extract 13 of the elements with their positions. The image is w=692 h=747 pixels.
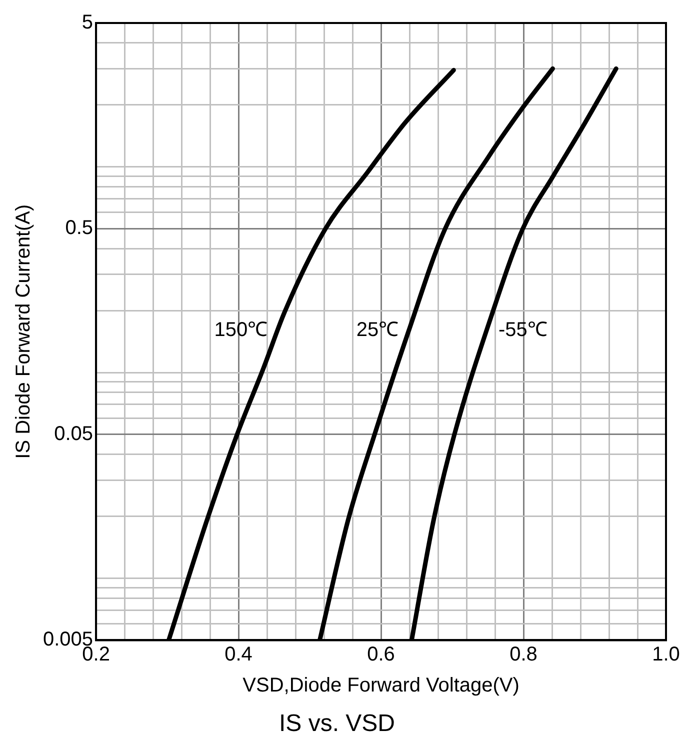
x-tick-label: 0.4: [224, 644, 252, 666]
y-tick-label: 5: [82, 12, 94, 34]
text: IS vs. VSD: [278, 710, 396, 738]
x-axis-title: VSD,Diode Forward Voltage(V): [242, 674, 520, 697]
series-label: 150℃: [214, 318, 268, 341]
series-label: -55℃: [498, 318, 548, 341]
y-axis-title: IS Diode Forward Current(A): [12, 204, 35, 459]
y-tick-label: 0.05: [54, 422, 94, 445]
x-tick-label: 0.6: [367, 644, 395, 666]
series-label: 25℃: [356, 318, 399, 341]
x-tick-label: 0.8: [510, 644, 538, 666]
x-tick-label: 1.0: [652, 644, 680, 666]
y-tick-label: 0.5: [65, 217, 94, 240]
